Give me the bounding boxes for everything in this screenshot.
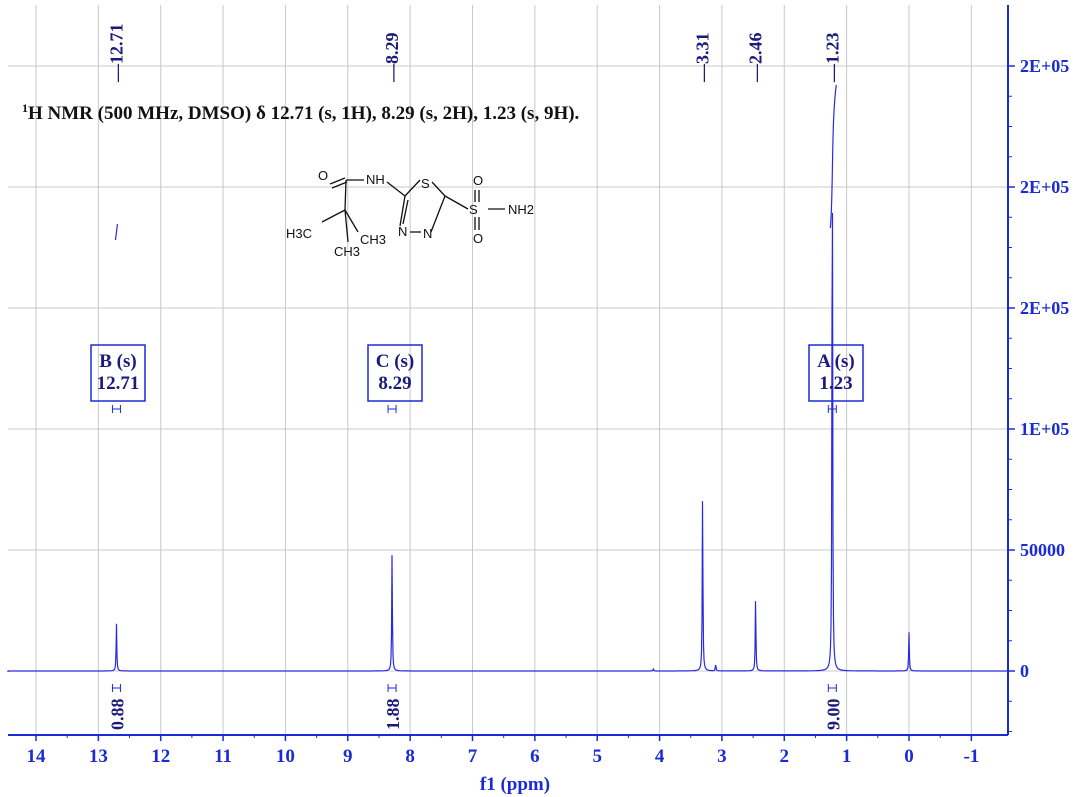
title-superscript: 1 — [22, 101, 28, 115]
integral-curve — [114, 223, 119, 241]
multiplet-label: B (s) — [99, 351, 136, 372]
x-tick-label: 3 — [717, 746, 727, 767]
integral-value: 9.00 — [823, 699, 843, 731]
chemical-structure: O NH S O S NH2 O N N H3C CH3 CH3 — [286, 168, 534, 259]
title-text: H NMR (500 MHz, DMSO) δ 12.71 (s, 1H), 8… — [28, 103, 580, 124]
x-tick-label: 4 — [655, 746, 665, 767]
y-tick-label: 2E+05 — [1020, 177, 1069, 197]
peak-label: —1.23 — [822, 33, 842, 84]
x-tick-label: 11 — [214, 746, 232, 767]
y-tick-label: 1E+05 — [1020, 419, 1069, 439]
x-tick-label: 2 — [780, 746, 790, 767]
atom-label: O — [473, 231, 483, 246]
multiplet-shift: 12.71 — [97, 373, 140, 394]
atom-label: S — [469, 202, 478, 217]
peak-label: —12.71 — [106, 24, 126, 83]
integral-curve — [829, 84, 837, 229]
multiplet-label: C (s) — [376, 351, 415, 372]
x-tick-label: 12 — [151, 746, 170, 767]
x-tick-label: 9 — [343, 746, 353, 767]
peak-labels: —12.71 —8.29 —3.31 —2.46 —1.23 — [106, 24, 842, 83]
x-axis-label: f1 (ppm) — [480, 774, 550, 795]
x-axis: 14 13 12 11 10 9 8 7 6 5 4 3 2 1 0 -1 — [27, 735, 979, 767]
y-tick-label: 2E+05 — [1020, 298, 1069, 318]
peak-label: —8.29 — [382, 33, 402, 84]
chart-title: 1H NMR (500 MHz, DMSO) δ 12.71 (s, 1H), … — [22, 101, 580, 125]
x-tick-label: 7 — [468, 746, 478, 767]
atom-label: NH2 — [508, 202, 534, 217]
multiplet-box — [367, 344, 423, 402]
x-tick-label: 6 — [530, 746, 540, 767]
x-tick-label: 13 — [89, 746, 108, 767]
y-axis: 0 50000 1E+05 2E+05 2E+05 2E+05 — [1008, 56, 1069, 732]
multiplet-box — [808, 344, 864, 402]
atom-label: NH — [366, 172, 385, 187]
x-tick-label: 14 — [27, 746, 47, 767]
peak-label: —2.46 — [746, 33, 766, 84]
atom-label: H3C — [286, 226, 312, 241]
multiplet-box — [90, 344, 146, 402]
atom-label: CH3 — [360, 232, 386, 247]
atom-label: CH3 — [334, 244, 360, 259]
atom-label: S — [421, 176, 430, 191]
x-tick-label: -1 — [963, 746, 979, 767]
x-tick-label: 8 — [405, 746, 415, 767]
atom-label: O — [318, 168, 328, 183]
multiplet-boxes: B (s)12.71 C (s)8.29 A (s)1.23 — [90, 344, 864, 413]
atom-label: N — [398, 224, 407, 239]
multiplet-label: A (s) — [817, 351, 854, 372]
integral-labels: 0.88 1.88 9.00 — [107, 684, 843, 730]
y-tick-label: 0 — [1020, 661, 1029, 681]
integral-value: 0.88 — [107, 699, 127, 731]
atom-label: N — [423, 226, 432, 241]
atom-label: O — [473, 173, 483, 188]
multiplet-shift: 8.29 — [378, 373, 411, 394]
x-tick-label: 0 — [904, 746, 914, 767]
spectrum-line — [7, 212, 1008, 672]
integral-curves — [114, 84, 837, 241]
y-tick-label: 50000 — [1020, 540, 1065, 560]
x-tick-label: 1 — [842, 746, 852, 767]
multiplet-shift: 1.23 — [819, 373, 852, 394]
x-tick-label: 5 — [592, 746, 602, 767]
x-tick-label: 10 — [276, 746, 295, 767]
integral-value: 1.88 — [383, 699, 403, 731]
peak-label: —3.31 — [693, 33, 713, 84]
y-tick-label: 2E+05 — [1020, 56, 1069, 76]
